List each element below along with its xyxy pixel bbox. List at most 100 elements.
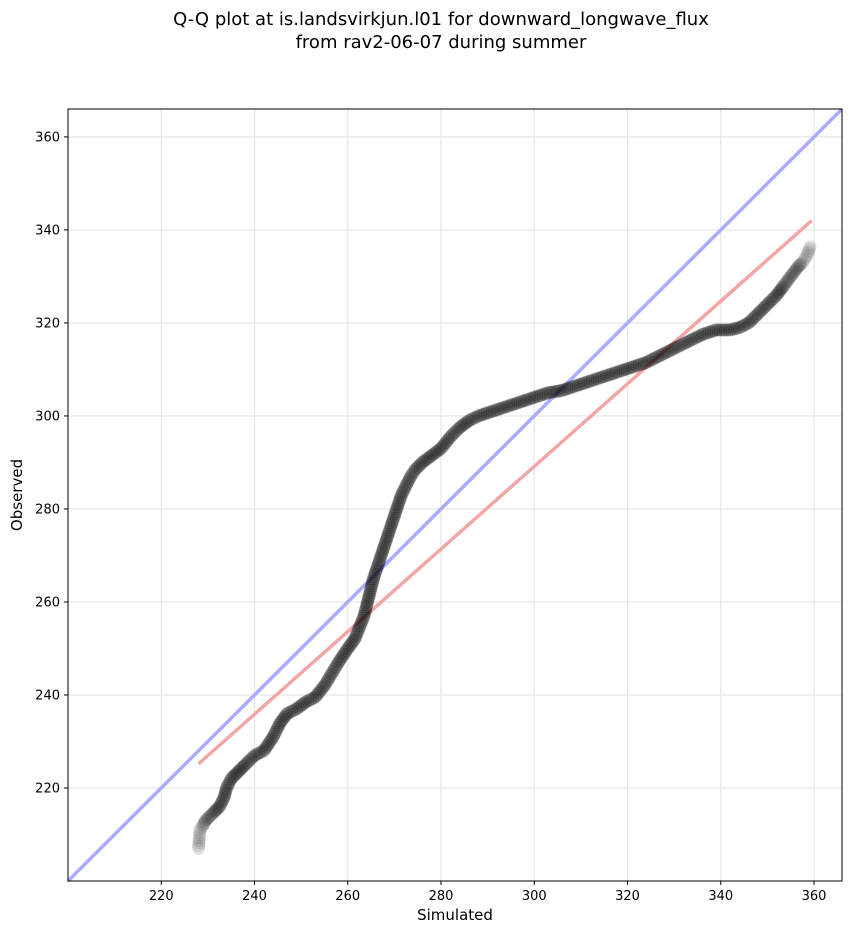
quantile-point	[764, 293, 778, 308]
quantile-point	[499, 399, 513, 414]
quantile-point	[775, 280, 790, 295]
quantile-point	[801, 246, 815, 260]
quantile-point	[438, 435, 453, 450]
quantile-point	[287, 703, 301, 717]
quantile-point	[770, 288, 784, 302]
quantile-point	[440, 434, 454, 448]
quantile-point	[192, 828, 207, 842]
quantile-point	[739, 317, 754, 331]
quantile-point	[792, 258, 806, 273]
quantile-point	[353, 618, 368, 632]
quantile-point	[541, 385, 555, 400]
quantile-point	[555, 383, 569, 398]
quantile-point	[801, 244, 816, 258]
y-tick-label: 340	[35, 223, 60, 238]
quantile-point	[391, 497, 405, 512]
quantile-point	[602, 368, 616, 382]
quantile-point	[588, 372, 602, 387]
quantile-point	[428, 445, 443, 460]
quantile-point	[702, 325, 716, 339]
quantile-point	[331, 655, 346, 670]
quantile-point	[483, 405, 497, 419]
quantile-point	[291, 700, 306, 715]
quantile-point	[407, 465, 421, 479]
quantile-point	[222, 776, 236, 791]
quantile-point	[257, 744, 271, 758]
quantile-point	[693, 329, 707, 343]
quantile-point	[321, 671, 336, 686]
quantile-point	[778, 277, 792, 291]
quantile-point	[276, 712, 290, 726]
quantile-point	[562, 381, 576, 395]
quantile-point	[520, 392, 534, 407]
quantile-point	[368, 567, 382, 581]
quantile-point	[266, 730, 280, 744]
quantile-point	[390, 499, 405, 514]
quantile-point	[779, 275, 794, 289]
quantile-point	[343, 638, 358, 652]
quantile-point	[462, 413, 476, 428]
quantile-point	[585, 373, 600, 387]
quantile-point	[442, 432, 456, 446]
quantile-point	[802, 241, 817, 256]
quantile-point	[218, 785, 233, 800]
quantile-point	[378, 537, 392, 551]
quantile-point	[377, 539, 391, 553]
quantile-point	[250, 747, 264, 761]
quantile-point	[681, 334, 695, 349]
quantile-point	[354, 616, 368, 630]
quantile-point	[639, 355, 653, 370]
quantile-point	[458, 416, 472, 431]
quantile-point	[306, 691, 320, 706]
x-tick-label: 320	[615, 889, 640, 904]
quantile-point	[192, 839, 206, 853]
quantile-point	[373, 551, 388, 565]
x-tick-label: 220	[149, 889, 174, 904]
quantile-point	[398, 481, 412, 495]
y-tick-label: 320	[35, 316, 60, 331]
quantile-point	[356, 611, 370, 625]
quantile-point	[676, 337, 691, 351]
y-axis-label: Observed	[8, 459, 26, 531]
quantile-point	[227, 768, 242, 783]
quantile-point	[333, 653, 347, 668]
quantile-point	[369, 565, 383, 579]
quantile-point	[358, 604, 372, 618]
quantile-point	[350, 625, 365, 639]
quantile-point	[553, 384, 567, 398]
quantile-point	[449, 424, 463, 438]
quantile-point	[254, 745, 269, 759]
quantile-point	[393, 492, 407, 507]
quantile-point	[795, 255, 810, 270]
quantile-point	[432, 443, 446, 457]
quantile-point	[277, 710, 292, 724]
quantile-point	[392, 495, 406, 509]
quantile-point	[191, 841, 206, 856]
quantile-point	[238, 758, 252, 772]
quantile-point	[501, 399, 516, 413]
quantile-point	[497, 400, 511, 415]
quantile-point	[518, 393, 532, 408]
x-tick-label: 280	[429, 889, 454, 904]
quantile-point	[192, 836, 206, 850]
quantile-point	[616, 363, 630, 377]
quantile-point	[771, 286, 785, 300]
quantile-point	[564, 380, 579, 394]
chart-title-line-1: Q-Q plot at is.landsvirkjun.l01 for down…	[173, 9, 709, 30]
quantile-point	[328, 660, 343, 674]
quantile-point	[567, 379, 581, 394]
x-tick-label: 360	[802, 889, 827, 904]
quantile-point	[208, 804, 222, 818]
quantile-point	[299, 695, 313, 709]
quantile-point	[359, 602, 373, 616]
quantile-point	[280, 706, 294, 721]
quantile-point	[743, 314, 758, 328]
quantile-point	[711, 323, 726, 337]
quantile-point	[620, 361, 635, 376]
quantile-point	[788, 264, 802, 278]
quantile-point	[351, 623, 366, 637]
quantile-point	[375, 546, 389, 560]
quantile-point	[800, 248, 814, 263]
quantile-point	[349, 627, 364, 642]
